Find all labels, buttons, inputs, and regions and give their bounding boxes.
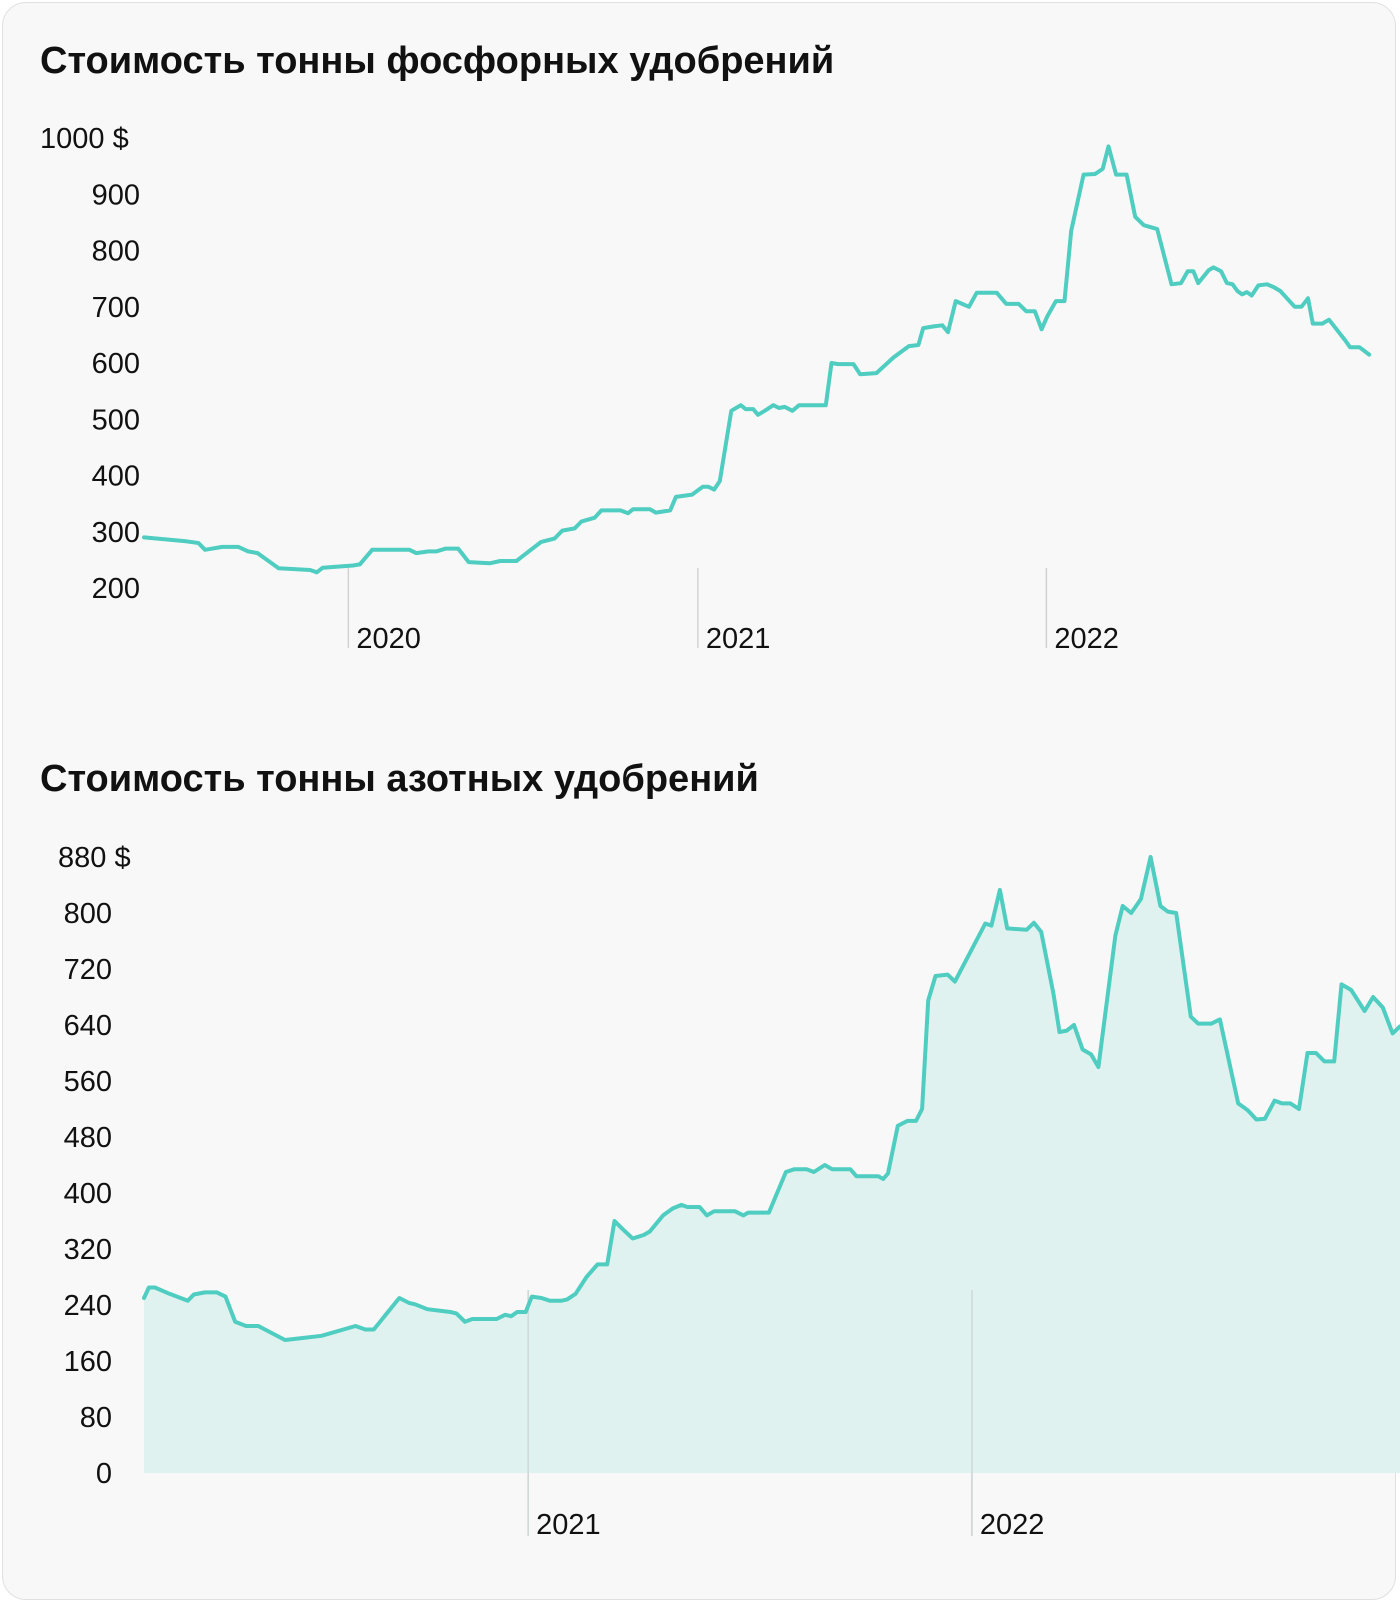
nitrogen-y-tick-label: 800: [64, 898, 112, 930]
phosphate-y-tick-label: 600: [92, 348, 140, 380]
nitrogen-y-tick-label: 400: [64, 1178, 112, 1210]
nitrogen-y-tick-label: 640: [64, 1010, 112, 1042]
phosphate-y-tick-label: 300: [92, 517, 140, 549]
phosphate-x-tick-label: 2021: [706, 623, 771, 655]
phosphate-x-tick-label: 2022: [1054, 623, 1119, 655]
phosphate-y-tick-label: 1000 $: [40, 123, 129, 155]
nitrogen-y-tick-label: 720: [64, 954, 112, 986]
phosphate-x-tick-label: 2020: [356, 623, 421, 655]
phosphate-y-tick-label: 500: [92, 404, 140, 436]
nitrogen-area-fill: [144, 857, 1400, 1473]
phosphate-y-tick-label: 800: [92, 236, 140, 268]
phosphate-y-tick-label: 900: [92, 179, 140, 211]
nitrogen-y-tick-label: 0: [96, 1458, 112, 1490]
nitrogen-y-tick-label: 80: [80, 1402, 112, 1434]
chart-title-nitrogen: Стоимость тонны азотных удобрений: [40, 758, 759, 800]
phosphate-series-line: [142, 144, 1372, 575]
nitrogen-y-tick-label: 560: [64, 1066, 112, 1098]
nitrogen-y-tick-label: 880 $: [58, 842, 131, 874]
phosphate-y-tick-label: 200: [92, 573, 140, 605]
nitrogen-y-tick-label: 320: [64, 1234, 112, 1266]
nitrogen-y-tick-label: 160: [64, 1346, 112, 1378]
nitrogen-x-tick-label: 2022: [980, 1509, 1045, 1541]
phosphate-y-tick-label: 400: [92, 461, 140, 493]
phosphate-y-tick-label: 700: [92, 292, 140, 324]
nitrogen-y-tick-label: 240: [64, 1290, 112, 1322]
nitrogen-y-tick-label: 480: [64, 1122, 112, 1154]
nitrogen-x-tick-label: 2021: [536, 1509, 601, 1541]
chart-title-phosphate: Стоимость тонны фосфорных удобрений: [40, 40, 835, 82]
